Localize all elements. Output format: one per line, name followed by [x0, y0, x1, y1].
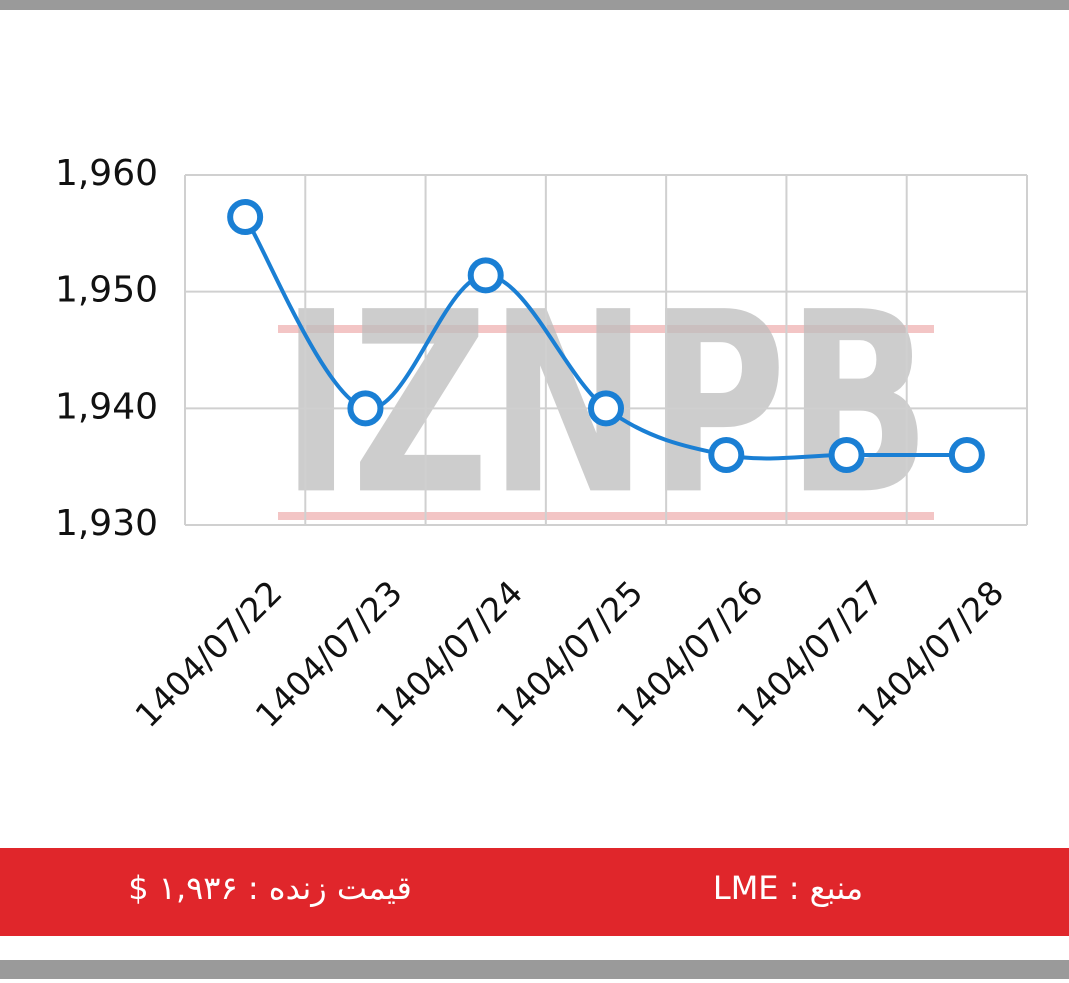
point: [347, 390, 384, 427]
top-strip: [0, 0, 1069, 10]
point: [467, 257, 504, 294]
bottom-strip: [0, 960, 1069, 979]
source: منبع : LME: [713, 869, 863, 907]
point: [828, 437, 865, 473]
point: [948, 437, 985, 473]
watermark-bar: [278, 512, 934, 520]
point: [708, 437, 745, 473]
y-tick-label: 1,950: [55, 270, 158, 311]
watermark-bar: [278, 325, 934, 333]
y-tick-label: 1,960: [55, 153, 158, 194]
point: [588, 390, 624, 427]
point: [227, 199, 264, 235]
y-tick-label: 1,940: [55, 386, 158, 427]
footer-band: [0, 848, 1069, 936]
live-price: قیمت زنده : ۱,۹۳۶ $: [128, 869, 412, 907]
y-tick-label: 1,930: [55, 503, 158, 544]
